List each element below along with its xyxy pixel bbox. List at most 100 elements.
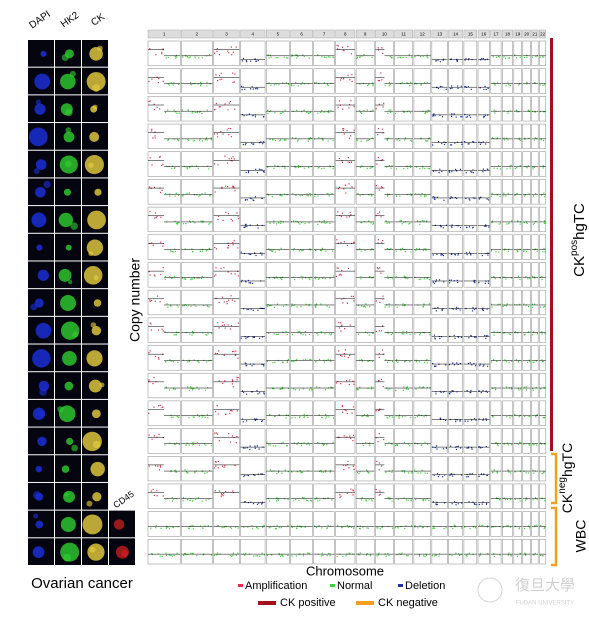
cn-dot xyxy=(303,415,305,417)
cn-dot xyxy=(508,84,510,86)
cn-dot xyxy=(330,110,332,112)
cn-dot xyxy=(472,227,474,229)
cn-dot xyxy=(459,168,462,171)
panel-frame xyxy=(531,123,539,149)
cn-dot xyxy=(165,552,167,554)
cn-dot xyxy=(420,472,422,474)
panel-frame xyxy=(502,96,513,122)
cn-dot xyxy=(307,552,309,554)
cn-dot xyxy=(485,503,488,505)
cn-dot xyxy=(318,166,320,169)
cn-dot xyxy=(426,54,428,56)
cn-dot xyxy=(191,387,193,390)
panel-frame xyxy=(477,123,490,149)
cn-dot xyxy=(160,274,162,276)
panel-frame xyxy=(531,206,539,233)
cn-dot xyxy=(445,88,447,90)
cn-dot xyxy=(375,108,377,110)
cn-dot xyxy=(499,331,501,333)
panel-frame xyxy=(513,400,522,426)
cn-dot xyxy=(387,497,389,499)
cn-dot xyxy=(342,49,344,51)
cn-dot xyxy=(422,55,424,57)
cn-dot xyxy=(213,554,216,557)
cn-dot xyxy=(543,527,545,529)
cn-dot xyxy=(533,222,535,224)
cn-dot xyxy=(434,338,436,340)
cn-dot xyxy=(407,277,409,280)
panel-frame xyxy=(539,96,547,122)
cn-dot xyxy=(398,414,400,416)
cn-dot xyxy=(403,168,405,170)
cn-dot xyxy=(199,250,201,253)
cn-dot xyxy=(192,552,194,554)
cn-dot xyxy=(391,443,393,445)
cn-dot xyxy=(323,443,325,445)
chromosome-strip xyxy=(375,29,394,39)
panel-frame xyxy=(335,179,356,205)
cn-dot xyxy=(397,498,399,501)
cn-dot xyxy=(483,88,485,91)
cn-dot xyxy=(301,222,303,224)
cn-dot xyxy=(244,474,246,476)
cn-dot xyxy=(290,470,293,472)
cn-dot xyxy=(419,332,422,334)
cn-dot xyxy=(407,472,410,474)
cn-dot xyxy=(367,416,369,418)
cn-dot xyxy=(506,137,508,139)
cn-dot xyxy=(253,555,255,557)
cn-dot xyxy=(192,389,194,391)
cn-dot xyxy=(243,226,245,229)
panel-frame xyxy=(290,456,313,482)
cn-dot xyxy=(307,442,310,444)
panel-frame xyxy=(522,400,531,426)
cn-dot xyxy=(188,444,190,446)
cn-dot xyxy=(327,140,329,142)
panel-frame xyxy=(502,123,513,149)
cn-dot xyxy=(304,277,307,279)
cn-dot xyxy=(155,527,157,529)
cn-dot xyxy=(356,57,358,59)
cn-dot xyxy=(236,379,238,381)
cn-dot xyxy=(330,386,332,388)
panel-frame xyxy=(522,262,531,288)
cn-dot xyxy=(503,443,505,445)
cn-dot xyxy=(267,303,269,306)
cn-dot xyxy=(459,226,462,229)
panel-frame xyxy=(477,68,490,94)
cn-dot xyxy=(466,473,468,476)
cn-dot xyxy=(389,416,391,418)
cn-dot xyxy=(286,333,288,336)
cn-dot xyxy=(404,361,406,363)
cn-dot xyxy=(274,139,277,142)
panel-frame xyxy=(522,206,531,233)
cn-dot xyxy=(162,245,164,247)
cn-dot xyxy=(256,503,259,505)
cn-dot xyxy=(218,54,220,56)
cn-dot xyxy=(499,499,501,501)
chromosome-label: 17 xyxy=(493,32,499,37)
cn-dot xyxy=(410,81,412,84)
cn-dot xyxy=(248,308,250,311)
cn-dot xyxy=(306,499,308,501)
cn-dot xyxy=(541,359,543,361)
panel-frame xyxy=(513,262,522,288)
panel-frame xyxy=(266,262,290,288)
cn-dot xyxy=(405,499,407,501)
cn-dot xyxy=(482,501,484,503)
cn-dot xyxy=(349,79,351,81)
cn-dot xyxy=(487,335,489,337)
panel-frame xyxy=(490,179,502,205)
cn-dot xyxy=(437,87,440,90)
cn-dot xyxy=(449,282,451,284)
cn-dot xyxy=(232,51,234,53)
cn-dot xyxy=(544,251,546,253)
watermark-text: 復旦大學 xyxy=(515,576,575,594)
cn-dot xyxy=(169,359,171,361)
cn-dot xyxy=(450,115,453,117)
cn-dot xyxy=(405,56,407,59)
cn-dot xyxy=(378,433,380,435)
cn-dot xyxy=(340,215,342,218)
panel-frame xyxy=(335,151,356,177)
panel-frame xyxy=(513,40,522,66)
